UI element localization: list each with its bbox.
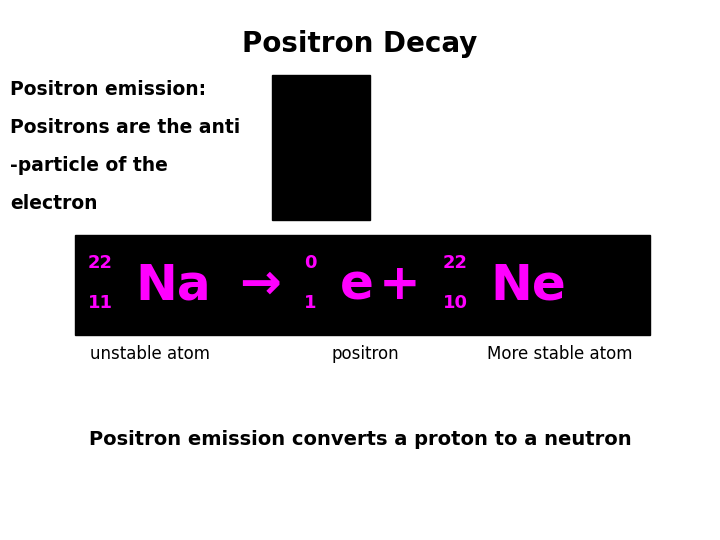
Text: unstable atom: unstable atom bbox=[90, 345, 210, 363]
Text: +: + bbox=[379, 261, 421, 309]
Text: More stable atom: More stable atom bbox=[487, 345, 633, 363]
Text: Positron emission:: Positron emission: bbox=[10, 80, 206, 99]
Bar bbox=[272, 75, 370, 220]
Bar bbox=[75, 235, 650, 335]
Text: -particle of the: -particle of the bbox=[10, 156, 168, 175]
Text: 22: 22 bbox=[443, 254, 467, 272]
Text: →: → bbox=[239, 261, 281, 309]
Text: Positrons are the anti: Positrons are the anti bbox=[10, 118, 240, 137]
Text: Positron emission converts a proton to a neutron: Positron emission converts a proton to a… bbox=[89, 430, 631, 449]
Text: 1: 1 bbox=[304, 294, 316, 312]
Text: positron: positron bbox=[331, 345, 399, 363]
Text: Na: Na bbox=[135, 261, 211, 309]
Text: 10: 10 bbox=[443, 294, 467, 312]
Text: e: e bbox=[340, 261, 374, 309]
Text: 11: 11 bbox=[88, 294, 112, 312]
Text: 0: 0 bbox=[304, 254, 316, 272]
Text: Ne: Ne bbox=[490, 261, 566, 309]
Text: Positron Decay: Positron Decay bbox=[243, 30, 477, 58]
Text: electron: electron bbox=[10, 194, 97, 213]
Text: 22: 22 bbox=[88, 254, 112, 272]
